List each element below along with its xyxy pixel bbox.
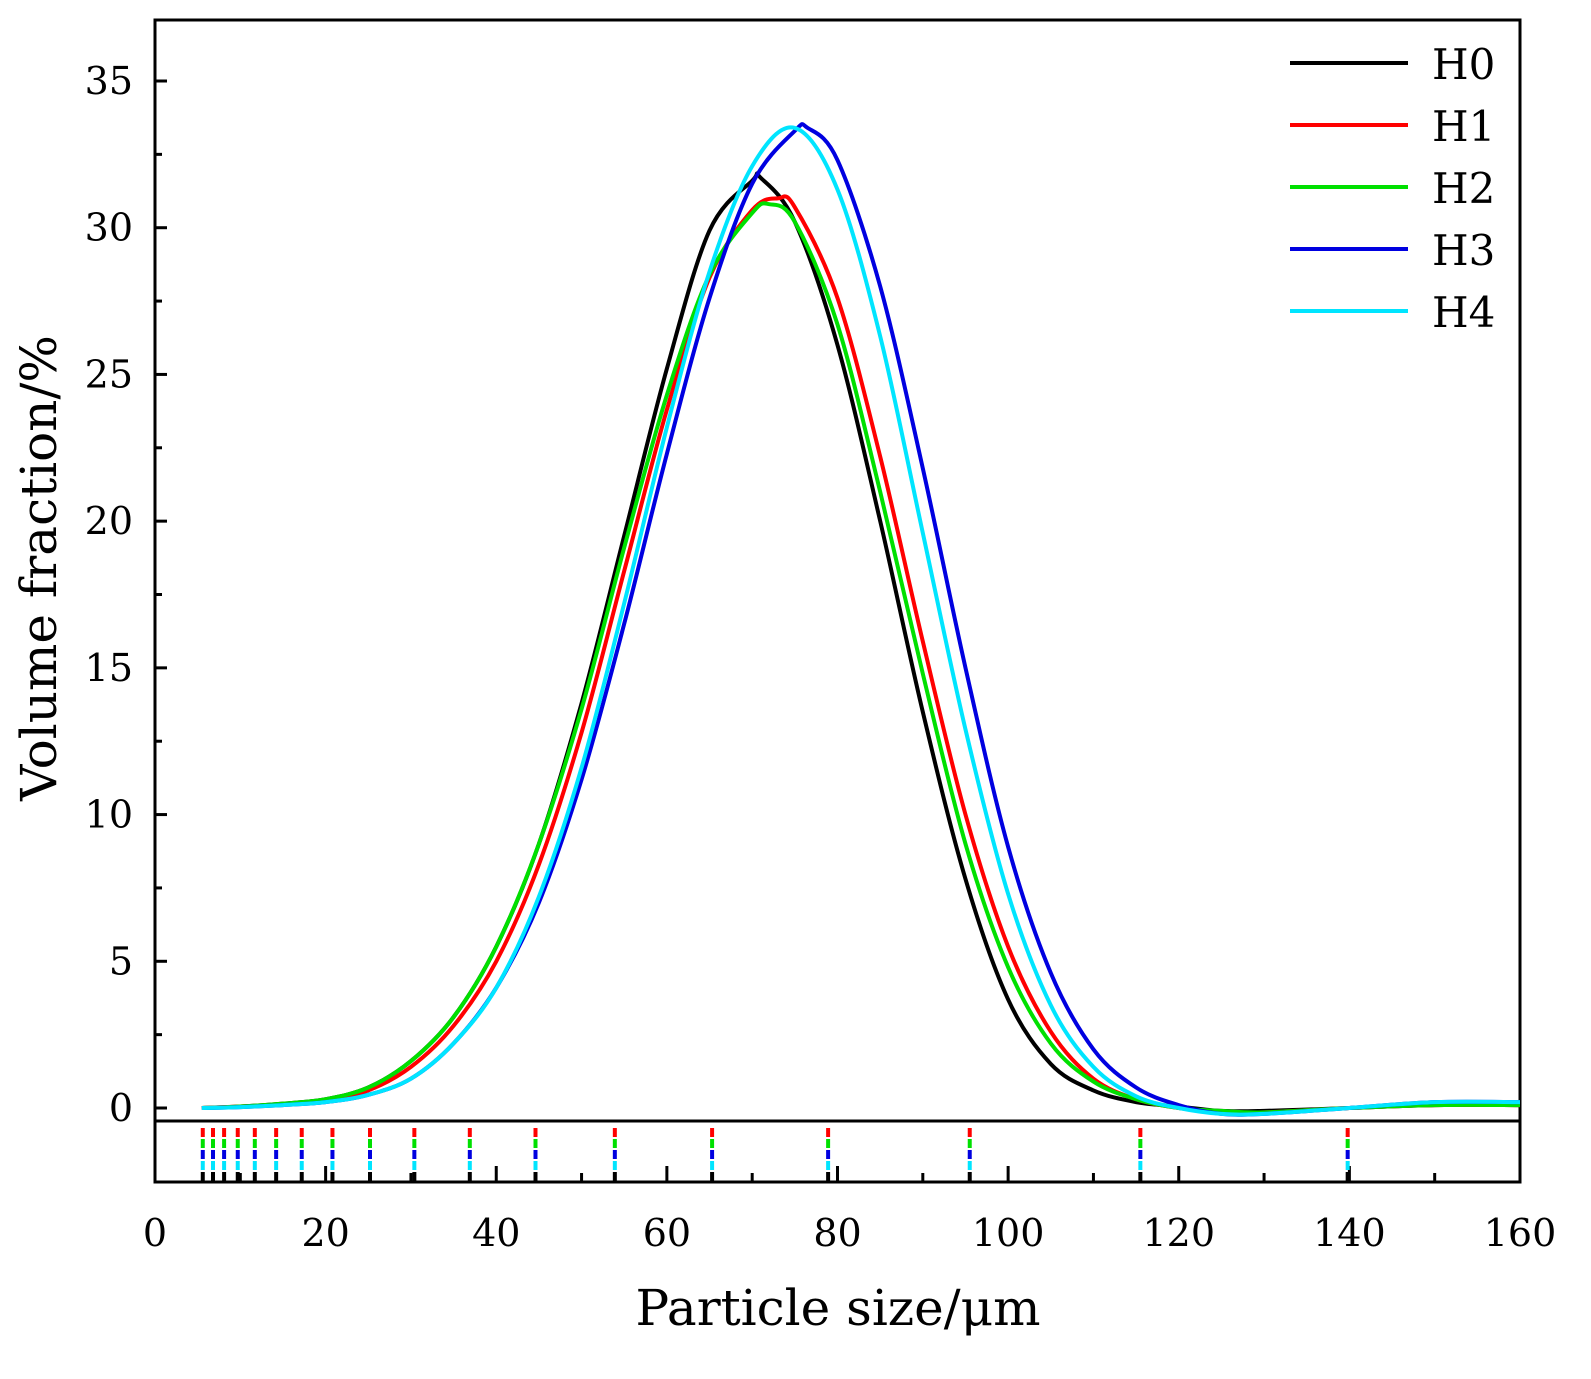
x-tick-label: 120 — [1142, 1211, 1215, 1255]
legend-label-h2: H2 — [1432, 164, 1495, 213]
x-tick-label: 140 — [1313, 1211, 1386, 1255]
series-line-h3 — [201, 122, 1521, 1117]
y-tick-label: 15 — [85, 646, 133, 690]
y-tick-label: 5 — [109, 939, 133, 983]
legend-label-h3: H3 — [1432, 226, 1495, 275]
x-tick-label: 80 — [813, 1211, 861, 1255]
x-tick-label: 0 — [143, 1211, 167, 1255]
series-line-h4 — [201, 125, 1521, 1117]
series-layer — [201, 122, 1521, 1117]
rug-layer — [200, 1128, 1350, 1181]
y-tick-label: 20 — [85, 499, 133, 543]
y-tick-label: 30 — [85, 206, 133, 250]
y-tick-label: 10 — [85, 793, 133, 837]
x-tick-label: 20 — [301, 1211, 349, 1255]
y-tick-label: 0 — [109, 1086, 133, 1130]
legend-label-h0: H0 — [1432, 40, 1495, 89]
x-axis-title: Particle size/μm — [635, 1279, 1040, 1337]
x-tick-label: 60 — [643, 1211, 691, 1255]
legend-layer: H0 H1 H2 H3 H4 — [1290, 40, 1495, 337]
x-tick-label: 160 — [1484, 1211, 1557, 1255]
y-tick-label: 35 — [85, 59, 133, 103]
x-tick-label: 40 — [472, 1211, 520, 1255]
x-tick-label: 100 — [972, 1211, 1045, 1255]
axes-layer: 0 5 10 15 20 25 30 35 0 20 40 60 80 100 120 140 160 — [85, 18, 1557, 1255]
legend-label-h4: H4 — [1432, 288, 1495, 337]
legend-label-h1: H1 — [1432, 102, 1495, 151]
y-tick-label: 25 — [85, 352, 133, 396]
series-line-h0 — [201, 171, 1521, 1114]
series-line-h1 — [201, 194, 1521, 1115]
y-axis-title: Volume fraction/% — [10, 335, 68, 802]
series-line-h2 — [201, 201, 1521, 1115]
